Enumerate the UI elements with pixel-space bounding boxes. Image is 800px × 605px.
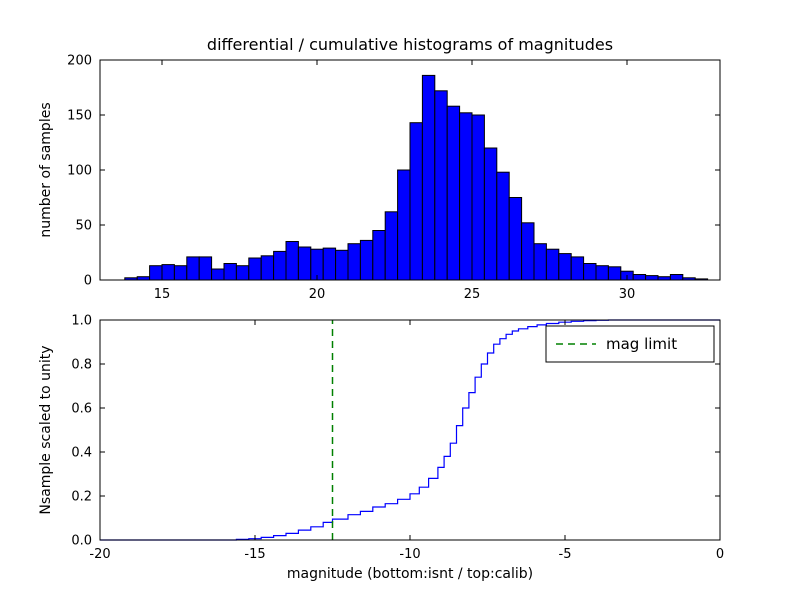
hist-bar <box>483 147 498 281</box>
hist-bar <box>285 241 299 281</box>
hist-bar <box>607 266 622 281</box>
hist-bar <box>322 247 337 281</box>
hist-bar <box>173 265 188 281</box>
bottom-xlabel: magnitude (bottom:isnt / top:calib) <box>287 566 533 582</box>
y-tick-label: 0 <box>84 274 92 289</box>
bottom-axes-ticks: -20 -15 -10 -5 0 0.0 0.2 0.4 0.6 0.8 1.0 <box>71 314 724 563</box>
hist-bar <box>446 105 461 281</box>
bottom-ylabel: Nsample scaled to unity <box>38 345 54 514</box>
hist-bar <box>645 275 659 281</box>
histogram-bars <box>124 74 709 281</box>
y-tick-label: 200 <box>67 54 92 69</box>
hist-bar <box>409 122 423 281</box>
chart-title: differential / cumulative histograms of … <box>207 35 613 54</box>
y-tick-label: 0.4 <box>71 446 92 461</box>
hist-bar <box>496 171 510 281</box>
x-tick-label: -5 <box>559 547 572 562</box>
x-tick-label: -10 <box>399 547 420 562</box>
hist-bar <box>273 250 287 281</box>
y-tick-label: 0.8 <box>71 358 92 373</box>
hist-bar <box>421 74 436 281</box>
cumulative-curve-group <box>100 319 720 541</box>
legend: mag limit <box>545 325 715 363</box>
hist-bar <box>583 263 597 281</box>
hist-bar <box>260 255 275 281</box>
top-ylabel: number of samples <box>38 102 54 237</box>
hist-bar <box>545 248 560 281</box>
y-tick-label: 100 <box>67 164 92 179</box>
y-tick-label: 50 <box>75 219 92 234</box>
hist-bar <box>533 243 547 281</box>
y-tick-label: 150 <box>67 109 92 124</box>
hist-bar <box>186 256 200 281</box>
hist-bar <box>235 265 250 281</box>
x-tick-label: 15 <box>154 287 171 302</box>
x-tick-label: 30 <box>619 287 636 302</box>
hist-bar <box>669 274 684 281</box>
cumulative-curve <box>100 319 720 541</box>
hist-bar <box>521 222 535 281</box>
hist-bar <box>359 239 374 281</box>
hist-bar <box>570 256 585 281</box>
top-histogram-axes: 15 20 25 30 0 50 100 150 200 <box>67 54 721 302</box>
hist-bar <box>347 243 361 281</box>
hist-bar <box>632 274 647 281</box>
top-axes-ticks: 15 20 25 30 0 50 100 150 200 <box>67 54 720 302</box>
y-tick-label: 0.0 <box>71 534 92 549</box>
y-tick-label: 0.6 <box>71 402 92 417</box>
hist-bar <box>459 112 473 281</box>
hist-bar <box>595 265 609 281</box>
legend-label: mag limit <box>606 335 677 353</box>
hist-bar <box>471 114 485 281</box>
hist-bar <box>223 263 237 281</box>
hist-bar <box>149 265 163 281</box>
hist-bar <box>397 169 411 281</box>
x-tick-label: 20 <box>309 287 326 302</box>
y-tick-label: 1.0 <box>71 314 92 329</box>
hist-bar <box>384 211 399 281</box>
bottom-cumulative-axes: -20 -15 -10 -5 0 0.0 0.2 0.4 0.6 0.8 1.0 mag limit <box>71 314 724 563</box>
hist-bar <box>297 246 312 281</box>
hist-bar <box>248 257 262 281</box>
y-tick-label: 0.2 <box>71 490 92 505</box>
hist-bar <box>558 253 572 281</box>
hist-bar <box>211 268 225 281</box>
hist-bar <box>335 249 349 281</box>
hist-bar <box>508 197 523 281</box>
hist-bar <box>161 264 175 281</box>
x-tick-label: 0 <box>716 547 724 562</box>
hist-bar <box>372 230 386 281</box>
x-tick-label: 25 <box>464 287 481 302</box>
hist-bar <box>198 256 213 281</box>
x-tick-label: -15 <box>244 547 265 562</box>
x-tick-label: -20 <box>89 547 110 562</box>
hist-bar <box>434 90 448 281</box>
